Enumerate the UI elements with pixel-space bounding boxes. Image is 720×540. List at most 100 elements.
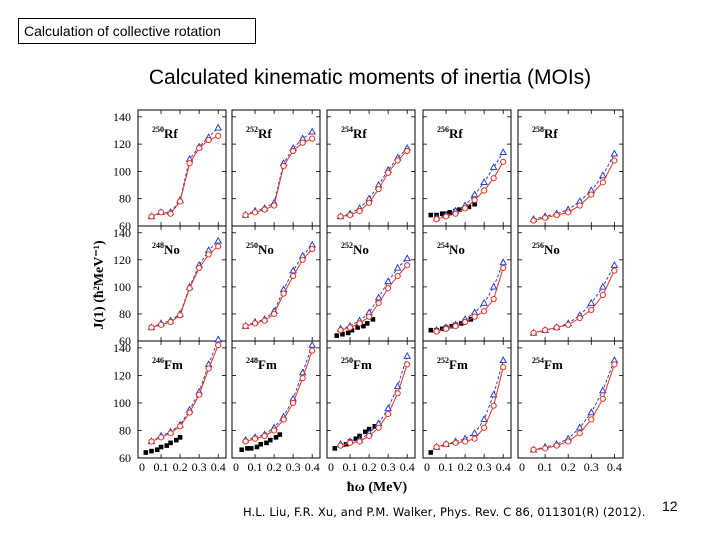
- circle-point: [452, 439, 459, 446]
- circle-point: [490, 175, 497, 182]
- exp-point: [466, 204, 472, 210]
- nucleus-label: 254Fm: [532, 356, 563, 372]
- circle-point: [565, 209, 572, 216]
- y-tick-label: 120: [113, 368, 131, 382]
- panel-254No: 254No: [422, 225, 512, 342]
- panel-frame: [137, 225, 227, 342]
- nucleus-element: No: [449, 242, 465, 257]
- circle-point: [242, 323, 249, 330]
- panel-frame: [326, 109, 416, 227]
- nucleus-element: No: [164, 242, 180, 257]
- circle-point: [433, 328, 440, 335]
- circle-point: [157, 321, 165, 328]
- x-tick-label: 0.2: [362, 460, 377, 474]
- panel-250Rf: 250Rf: [137, 109, 227, 227]
- exp-point: [353, 436, 359, 442]
- section-header: Calculation of collective rotation: [18, 18, 256, 44]
- exp-point: [239, 447, 245, 453]
- triangle-point: [470, 190, 479, 198]
- circle-point: [261, 206, 268, 213]
- circle-point: [461, 318, 469, 326]
- circle-point: [530, 329, 537, 336]
- circle-point: [215, 243, 222, 250]
- triangle-point: [480, 415, 488, 423]
- triangle-point: [480, 298, 488, 306]
- circle-point: [541, 327, 549, 334]
- circle-point: [576, 430, 583, 437]
- circle-point: [394, 272, 401, 280]
- circle-point: [433, 216, 440, 223]
- circle-point: [346, 324, 354, 331]
- circle-point: [186, 285, 193, 292]
- circle-point: [167, 318, 174, 326]
- circle-point: [471, 196, 478, 204]
- triangle-point: [214, 123, 223, 131]
- exp-point: [258, 441, 264, 447]
- circle-point: [176, 198, 184, 205]
- circle-point: [481, 187, 488, 194]
- exp-point: [334, 333, 340, 338]
- nucleus-mass: 250: [152, 125, 164, 134]
- x-tick-label: 0.2: [267, 460, 282, 474]
- circle-point: [452, 323, 459, 330]
- exp-point: [277, 432, 283, 437]
- slide-title: Calculated kinematic moments of inertia …: [148, 66, 592, 89]
- nucleus-label: 250Rf: [152, 125, 178, 141]
- circle-point: [452, 210, 459, 217]
- x-tick-label: 0.1: [248, 460, 263, 474]
- panel-258Rf: 258Rf: [517, 109, 624, 227]
- circle-point: [588, 416, 595, 423]
- circle-point: [261, 317, 268, 324]
- triangle-point: [598, 386, 607, 394]
- y-tick-label: 140: [113, 226, 131, 240]
- circle-point: [500, 264, 507, 272]
- circle-point: [500, 364, 507, 371]
- panel-frame: [326, 225, 416, 342]
- nucleus-label: 250No: [246, 241, 274, 257]
- exp-point: [362, 429, 368, 435]
- panel-frame: [517, 225, 624, 342]
- circle-point: [337, 327, 344, 334]
- x-tick-label: 0.3: [477, 460, 492, 474]
- circle-point: [530, 446, 537, 453]
- nucleus-element: No: [353, 242, 369, 257]
- exp-point: [273, 435, 279, 440]
- y-tick-label: 60: [119, 451, 131, 465]
- panel-256No: 256No: [517, 225, 624, 342]
- exp-point: [158, 444, 164, 450]
- circle-point: [196, 391, 203, 398]
- exp-point: [340, 331, 345, 337]
- circle-point: [299, 375, 306, 382]
- exp-point: [370, 317, 376, 322]
- circle-point: [553, 442, 560, 449]
- circle-point: [270, 310, 278, 318]
- x-tick-label: 0.2: [561, 460, 576, 474]
- nucleus-mass: 254: [437, 241, 449, 250]
- triangle-point: [480, 178, 488, 186]
- circle-point: [365, 432, 373, 440]
- nucleus-element: Fm: [258, 357, 277, 372]
- triangle-point: [308, 127, 317, 135]
- panel-frame: [231, 225, 321, 342]
- x-tick-label: 0.1: [154, 460, 169, 474]
- nucleus-element: Fm: [164, 357, 183, 372]
- circle-point: [365, 313, 373, 320]
- circle-point: [375, 424, 382, 431]
- circle-point: [481, 308, 488, 315]
- circle-point: [186, 160, 193, 167]
- exp-point: [349, 327, 355, 333]
- nucleus-element: Fm: [353, 357, 372, 372]
- circle-point: [500, 158, 507, 165]
- circle-point: [299, 139, 306, 146]
- circle-point: [461, 205, 469, 212]
- nucleus-element: Fm: [449, 357, 468, 372]
- nucleus-mass: 246: [152, 356, 164, 365]
- nucleus-mass: 252: [437, 356, 449, 365]
- x-tick-label: 0: [139, 460, 145, 474]
- circle-point: [196, 264, 203, 272]
- circle-point: [481, 424, 488, 431]
- circle-point: [356, 207, 363, 215]
- circle-point: [553, 324, 560, 331]
- circle-point: [565, 438, 572, 445]
- nucleus-element: No: [544, 242, 560, 257]
